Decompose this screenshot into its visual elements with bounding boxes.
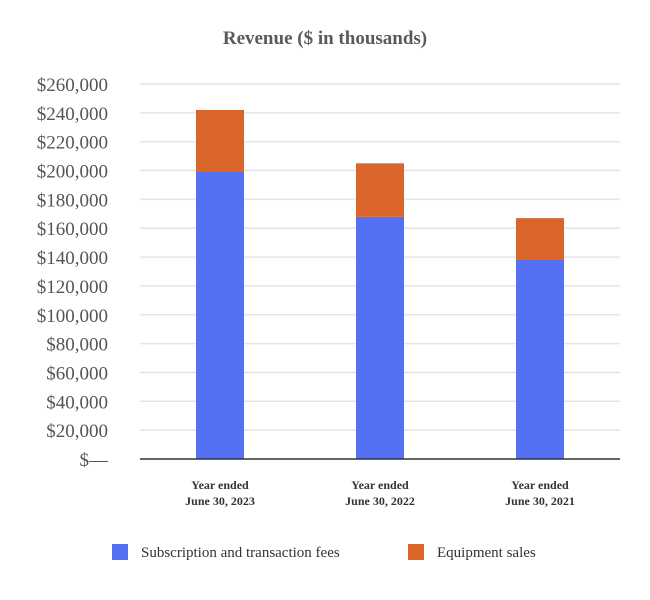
y-tick-label: $60,000 (46, 363, 108, 384)
y-tick-label: $40,000 (46, 392, 108, 413)
bar-equipment-2 (516, 218, 564, 260)
y-tick-label: $220,000 (37, 133, 108, 154)
y-tick-label: $100,000 (37, 306, 108, 327)
y-axis-ticks: $— $20,000 $40,000 $60,000 $80,000 $100,000 $1… (37, 75, 109, 471)
y-tick-label: $260,000 (37, 75, 108, 96)
y-tick-label: $200,000 (37, 162, 108, 183)
bar-subscription-0 (196, 171, 244, 459)
x-tick-label: Year ended June 30, 2022 (345, 478, 415, 508)
legend-label: Subscription and transaction fees (141, 545, 340, 561)
legend: Subscription and transaction fees Equipme… (112, 544, 536, 561)
x-tick-label: Year ended June 30, 2023 (185, 478, 255, 508)
legend-label: Equipment sales (437, 545, 536, 561)
bar-equipment-0 (196, 109, 244, 172)
legend-swatch (112, 544, 128, 560)
bar-subscription-2 (516, 259, 564, 459)
x-axis-ticks: Year ended June 30, 2023 Year ended June 30… (185, 478, 575, 508)
legend-swatch (408, 544, 424, 560)
y-tick-label: $160,000 (37, 219, 108, 240)
y-tick-label: $— (80, 450, 110, 471)
y-tick-label: $120,000 (37, 277, 108, 298)
chart-title: Revenue ($ in thousands) (223, 28, 427, 49)
y-tick-label: $180,000 (37, 190, 108, 211)
x-tick-label: Year ended June 30, 2021 (505, 478, 575, 508)
y-tick-label: $20,000 (46, 421, 108, 442)
bars (196, 109, 564, 459)
y-tick-label: $140,000 (37, 248, 108, 269)
bar-subscription-1 (356, 216, 404, 459)
bar-equipment-1 (356, 163, 404, 217)
y-tick-label: $240,000 (37, 104, 108, 125)
y-tick-label: $80,000 (46, 335, 108, 356)
